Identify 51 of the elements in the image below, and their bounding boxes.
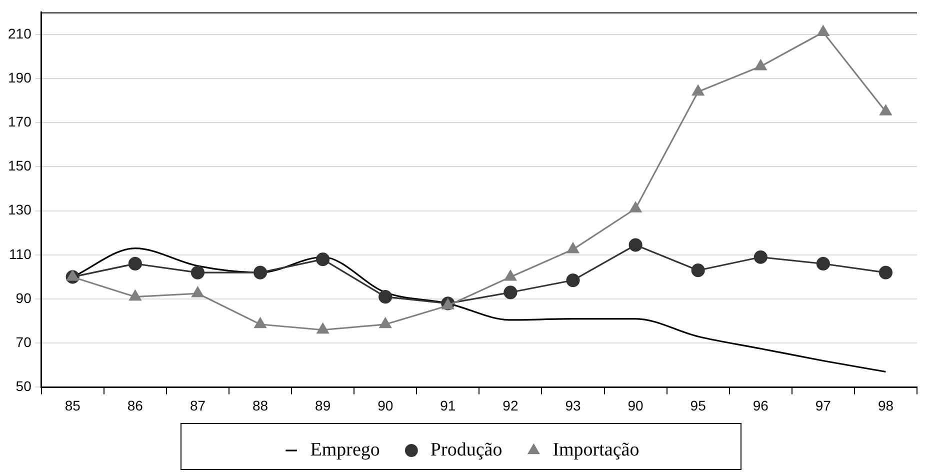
x-tick-label: 90 <box>378 397 394 414</box>
point <box>378 290 392 304</box>
point <box>816 256 830 271</box>
x-tick-label: 93 <box>565 397 581 414</box>
point <box>128 256 142 271</box>
point <box>630 202 642 212</box>
point <box>567 242 579 254</box>
point <box>66 270 79 281</box>
y-tick-label: 90 <box>16 290 32 306</box>
point <box>566 273 580 288</box>
x-tick-label: 92 <box>502 397 518 414</box>
y-tick-label: 210 <box>8 25 32 42</box>
point <box>754 250 768 264</box>
point <box>316 323 329 334</box>
x-tick-label: 88 <box>252 397 268 414</box>
y-tick-label: 50 <box>16 378 32 394</box>
point <box>129 290 142 301</box>
point <box>880 104 892 116</box>
x-tick-label: 95 <box>690 397 706 414</box>
x-tick-label: 91 <box>440 397 456 414</box>
point <box>754 60 767 70</box>
x-tick-label: 96 <box>752 397 769 414</box>
point <box>190 266 205 280</box>
point <box>817 25 830 36</box>
point <box>692 84 704 96</box>
x-tick-label: 89 <box>315 397 331 414</box>
legend-label: Produção <box>430 439 502 460</box>
legend-label: Importação <box>552 439 640 460</box>
x-tick-label: 86 <box>127 397 144 414</box>
point <box>192 286 204 298</box>
y-tick-label: 110 <box>9 246 32 262</box>
legend-label: Emprego <box>310 439 380 460</box>
point <box>691 264 705 278</box>
point <box>379 318 392 328</box>
y-tick-label: 70 <box>16 334 32 350</box>
point <box>504 286 518 300</box>
point <box>628 238 642 252</box>
x-tick-label: 85 <box>64 397 81 414</box>
x-tick-label: 90 <box>628 397 644 414</box>
point <box>316 252 330 266</box>
point <box>504 270 516 281</box>
point <box>254 318 266 328</box>
point <box>253 266 268 280</box>
y-tick-label: 190 <box>8 69 32 86</box>
x-tick-label: 98 <box>878 397 894 414</box>
x-tick-label: 97 <box>815 397 832 414</box>
y-tick-label: 150 <box>8 158 32 174</box>
x-tick-label: 87 <box>190 397 206 414</box>
y-tick-label: 170 <box>8 113 32 130</box>
y-tick-label: 130 <box>8 202 32 218</box>
point <box>878 266 893 280</box>
